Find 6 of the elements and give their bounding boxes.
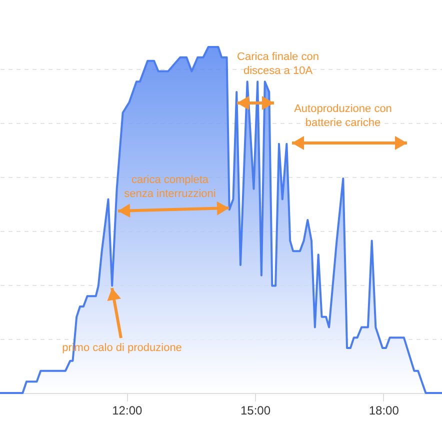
x-tick-label: 12:00 [112, 404, 142, 418]
annotation: Autoproduzione con batterie cariche [294, 103, 392, 129]
annotation: carica completa senza interruzzioni [124, 174, 216, 200]
annotation: Carica finale con discesa a 10A [237, 51, 319, 77]
x-tick-label: 18:00 [368, 404, 400, 418]
x-tick-label: 15:00 [240, 404, 271, 418]
